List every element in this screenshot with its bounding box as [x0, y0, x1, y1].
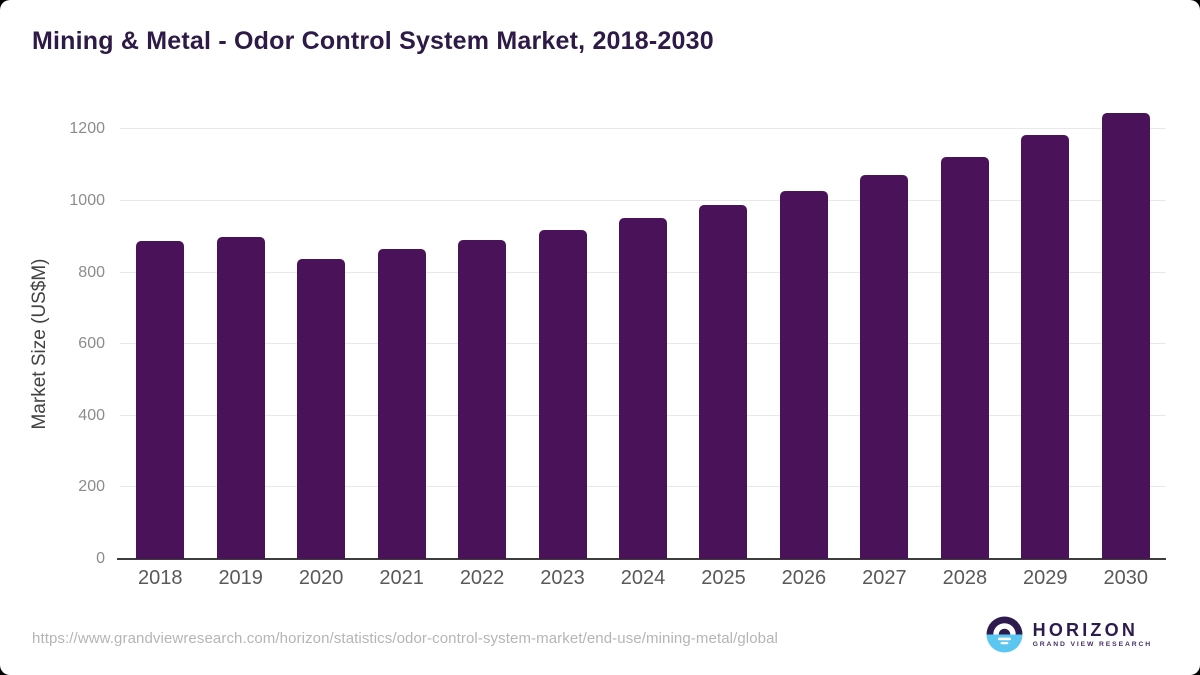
x-tick-2024: 2024 — [620, 567, 666, 589]
x-tick-2018: 2018 — [137, 567, 183, 589]
y-tick-0: 0 — [96, 550, 105, 567]
x-tick-2019: 2019 — [218, 567, 263, 589]
x-tick-2026: 2026 — [781, 567, 827, 589]
y-tick-1000: 1000 — [69, 192, 105, 209]
x-axis-line — [117, 558, 1166, 560]
x-tick-2021: 2021 — [379, 567, 424, 589]
horizon-logo: HORIZON GRAND VIEW RESEARCH — [986, 616, 1152, 653]
bar-2027 — [860, 174, 909, 559]
x-tick-2030: 2030 — [1103, 567, 1149, 589]
y-tick-400: 400 — [78, 406, 105, 424]
bar-2019 — [216, 237, 265, 559]
bar-2021 — [377, 249, 426, 559]
horizon-logo-icon — [986, 616, 1023, 653]
bar-2018 — [136, 240, 185, 559]
bar-2020 — [297, 259, 346, 559]
x-tick-2022: 2022 — [459, 567, 505, 589]
bar-2026 — [779, 191, 828, 559]
gridline-1000 — [120, 200, 1166, 201]
horizon-logo-name: HORIZON — [1032, 619, 1139, 640]
source-url: https://www.grandviewresearch.com/horizo… — [32, 630, 778, 647]
plot-area: 2018 2019 2020 2021 2022 2023 2024 2025 2026 2027… — [117, 99, 1166, 589]
x-tick-2027: 2027 — [862, 567, 907, 589]
bar-2025 — [699, 205, 748, 559]
y-tick-200: 200 — [78, 478, 105, 496]
y-tick-1200: 1200 — [69, 120, 105, 138]
bar-2030 — [1101, 112, 1150, 559]
bar-2022 — [458, 240, 507, 559]
horizon-logo-subtitle: GRAND VIEW RESEARCH — [1032, 641, 1152, 649]
x-tick-2023: 2023 — [540, 567, 585, 589]
y-tick-800: 800 — [78, 263, 105, 281]
bar-2029 — [1021, 135, 1070, 559]
horizon-logo-text: HORIZON GRAND VIEW RESEARCH — [1032, 619, 1152, 649]
bar-2023 — [538, 229, 587, 559]
x-tick-2028: 2028 — [942, 567, 988, 589]
x-tick-2029: 2029 — [1023, 567, 1068, 589]
x-tick-2020: 2020 — [298, 567, 344, 589]
x-tick-2025: 2025 — [701, 567, 746, 589]
bar-2024 — [619, 218, 667, 559]
y-tick-600: 600 — [78, 335, 105, 353]
bar-2028 — [940, 156, 989, 559]
gridline-1200 — [120, 128, 1166, 130]
chart-title: Mining & Metal - Odor Control System Mar… — [32, 27, 714, 55]
